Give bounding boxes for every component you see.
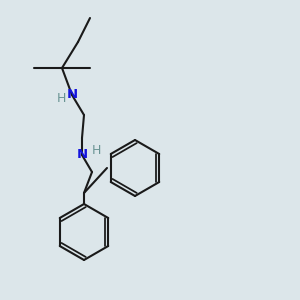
Text: H: H	[91, 145, 101, 158]
Text: N: N	[66, 88, 78, 101]
Text: N: N	[76, 148, 88, 161]
Text: H: H	[56, 92, 66, 106]
